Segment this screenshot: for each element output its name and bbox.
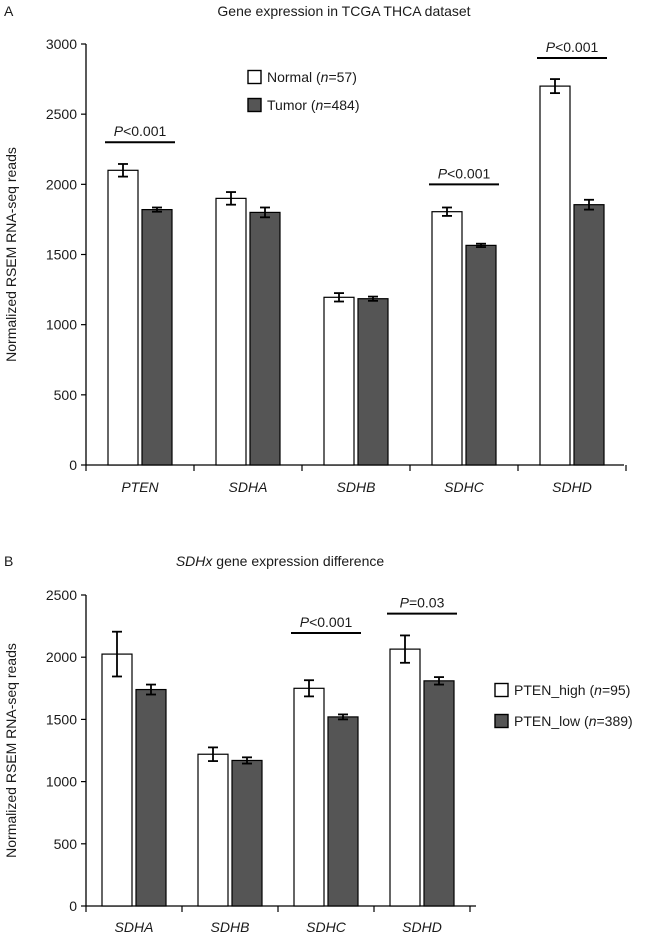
legend-swatch-1 xyxy=(247,69,262,85)
bar-sdhb-series-2 xyxy=(231,759,263,907)
y-tick-label: 2500 xyxy=(46,106,77,122)
chart-panel-a: A Gene expression in TCGA THCA dataset Nor… xyxy=(3,3,627,495)
bar-sdhd-series-1 xyxy=(539,85,571,466)
x-category-label: PTEN xyxy=(121,479,159,495)
significance-label-part: <0.001 xyxy=(309,614,352,630)
y-axis-label: Normalized RSEM RNA-seq reads xyxy=(3,643,19,858)
chart-title-part: gene expression difference xyxy=(212,553,384,569)
legend-label-part: n xyxy=(594,682,602,698)
legend-label-part: =57) xyxy=(328,69,356,85)
y-axis-label: Normalized RSEM RNA-seq reads xyxy=(3,147,19,362)
bar-sdhc-series-2 xyxy=(465,244,497,466)
significance-label: P<0.001 xyxy=(114,123,167,139)
legend-label-part: =95) xyxy=(602,682,630,698)
significance-label-part: P xyxy=(114,123,124,139)
x-category-label: SDHC xyxy=(444,479,485,495)
y-tick-label: 500 xyxy=(54,387,78,403)
significance-label: P=0.03 xyxy=(400,595,445,611)
significance-label: P<0.001 xyxy=(300,614,353,630)
chart-panel-b: B SDHx gene expression difference Normaliz… xyxy=(3,553,633,935)
legend-label-part: n xyxy=(321,69,329,85)
significance-label: P<0.001 xyxy=(546,39,599,55)
bar-sdhd-series-2 xyxy=(573,204,605,466)
y-tick-label: 2000 xyxy=(46,649,77,665)
significance-label: P<0.001 xyxy=(438,165,491,181)
y-tick-label: 2000 xyxy=(46,176,77,192)
bar-sdha-series-2 xyxy=(249,211,281,466)
x-category-label: SDHB xyxy=(337,479,376,495)
y-tick-label: 1500 xyxy=(46,711,77,727)
chart-title: Gene expression in TCGA THCA dataset xyxy=(217,3,470,19)
y-tick-label: 0 xyxy=(69,898,77,914)
significance-label-part: P xyxy=(546,39,556,55)
legend-swatch-2 xyxy=(247,97,262,113)
bar-sdhc-series-1 xyxy=(293,687,325,907)
bar-pten-series-1 xyxy=(107,169,139,466)
x-category-label: SDHB xyxy=(211,919,250,934)
y-tick-label: 1500 xyxy=(46,247,77,263)
legend: Normal (n=57)Tumor (n=484) xyxy=(247,69,359,113)
legend: PTEN_high (n=95)PTEN_low (n=389) xyxy=(494,682,633,729)
significance-label-part: <0.001 xyxy=(447,165,490,181)
chart-title-part: SDHx xyxy=(176,553,214,569)
bar-sdhc-series-2 xyxy=(327,716,359,907)
legend-swatch-2 xyxy=(494,713,509,729)
legend-label-part: PTEN_low ( xyxy=(514,713,589,729)
y-tick-label: 1000 xyxy=(46,774,77,790)
panel-letter: A xyxy=(4,3,14,19)
bar-sdha-series-2 xyxy=(135,688,167,907)
bar-sdhb-series-1 xyxy=(323,296,355,466)
x-category-label: SDHC xyxy=(306,919,347,934)
significance-label-part: <0.001 xyxy=(555,39,598,55)
legend-label-part: Normal ( xyxy=(267,69,321,85)
significance-label-part: P xyxy=(300,614,310,630)
significance-label-part: P xyxy=(400,595,410,611)
legend-label-2: Tumor (n=484) xyxy=(267,97,359,113)
bar-pten-series-2 xyxy=(141,208,173,466)
x-category-label: SDHA xyxy=(115,919,154,934)
chart-title: SDHx gene expression difference xyxy=(176,553,385,569)
bar-sdha-series-1 xyxy=(215,197,247,466)
y-tick-label: 500 xyxy=(54,836,78,852)
y-tick-label: 1000 xyxy=(46,317,77,333)
x-category-label: SDHA xyxy=(229,479,268,495)
significance-label-part: =0.03 xyxy=(409,595,445,611)
significance-label-part: <0.001 xyxy=(123,123,166,139)
legend-label-part: =389) xyxy=(596,713,632,729)
legend-swatch-1 xyxy=(494,682,509,698)
legend-label-part: =484) xyxy=(323,97,359,113)
y-tick-label: 2500 xyxy=(46,587,77,603)
bar-sdhb-series-2 xyxy=(357,298,389,466)
significance-label-part: P xyxy=(438,165,448,181)
x-category-label: SDHD xyxy=(402,919,442,934)
bar-sdhd-series-1 xyxy=(389,648,421,907)
legend-label-part: n xyxy=(589,713,597,729)
y-tick-label: 0 xyxy=(69,457,77,473)
legend-label-2: PTEN_low (n=389) xyxy=(514,713,633,729)
legend-label-part: n xyxy=(315,97,323,113)
x-category-label: SDHD xyxy=(552,479,592,495)
bar-sdhd-series-2 xyxy=(423,680,455,907)
legend-label-1: PTEN_high (n=95) xyxy=(514,682,630,698)
legend-label-part: Tumor ( xyxy=(267,97,316,113)
bar-sdhc-series-1 xyxy=(431,211,463,466)
y-tick-label: 3000 xyxy=(46,36,77,52)
legend-label-part: PTEN_high ( xyxy=(514,682,594,698)
bar-sdha-series-1 xyxy=(101,653,133,907)
legend-label-1: Normal (n=57) xyxy=(267,69,357,85)
panel-letter: B xyxy=(4,553,13,569)
bar-sdhb-series-1 xyxy=(197,753,229,907)
